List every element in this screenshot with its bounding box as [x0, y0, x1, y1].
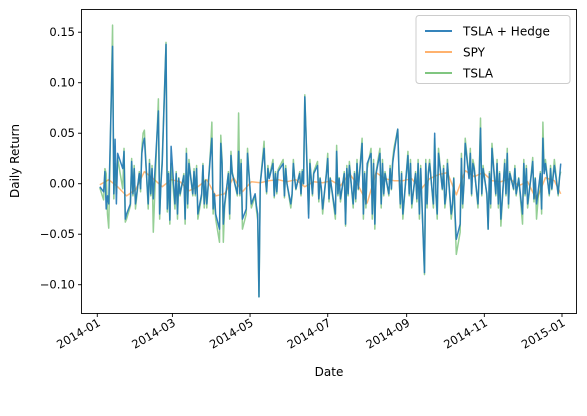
y-tick-label: 0.05	[49, 126, 75, 140]
y-axis: 0.15 0.10 0.05 0.00 −0.05 −0.10	[40, 25, 82, 292]
y-tick-label: 0.15	[49, 25, 75, 39]
series-lines-layer	[99, 24, 562, 298]
legend-label: TSLA	[462, 67, 494, 81]
legend-label: TSLA + Hedge	[462, 25, 550, 39]
legend-label: SPY	[463, 46, 486, 60]
y-tick-label: −0.10	[40, 278, 75, 292]
x-axis-label: Date	[315, 365, 344, 379]
y-tick-label: 0.00	[49, 177, 75, 191]
plot-frame	[81, 9, 577, 314]
series-line-tsla-hedge	[99, 43, 562, 298]
legend: TSLA + Hedge SPY TSLA	[415, 15, 571, 84]
y-axis-label: Daily Return	[8, 124, 22, 198]
y-tick-label: −0.05	[40, 227, 75, 241]
legend-box	[415, 15, 571, 84]
y-tick-label: 0.10	[49, 76, 75, 90]
